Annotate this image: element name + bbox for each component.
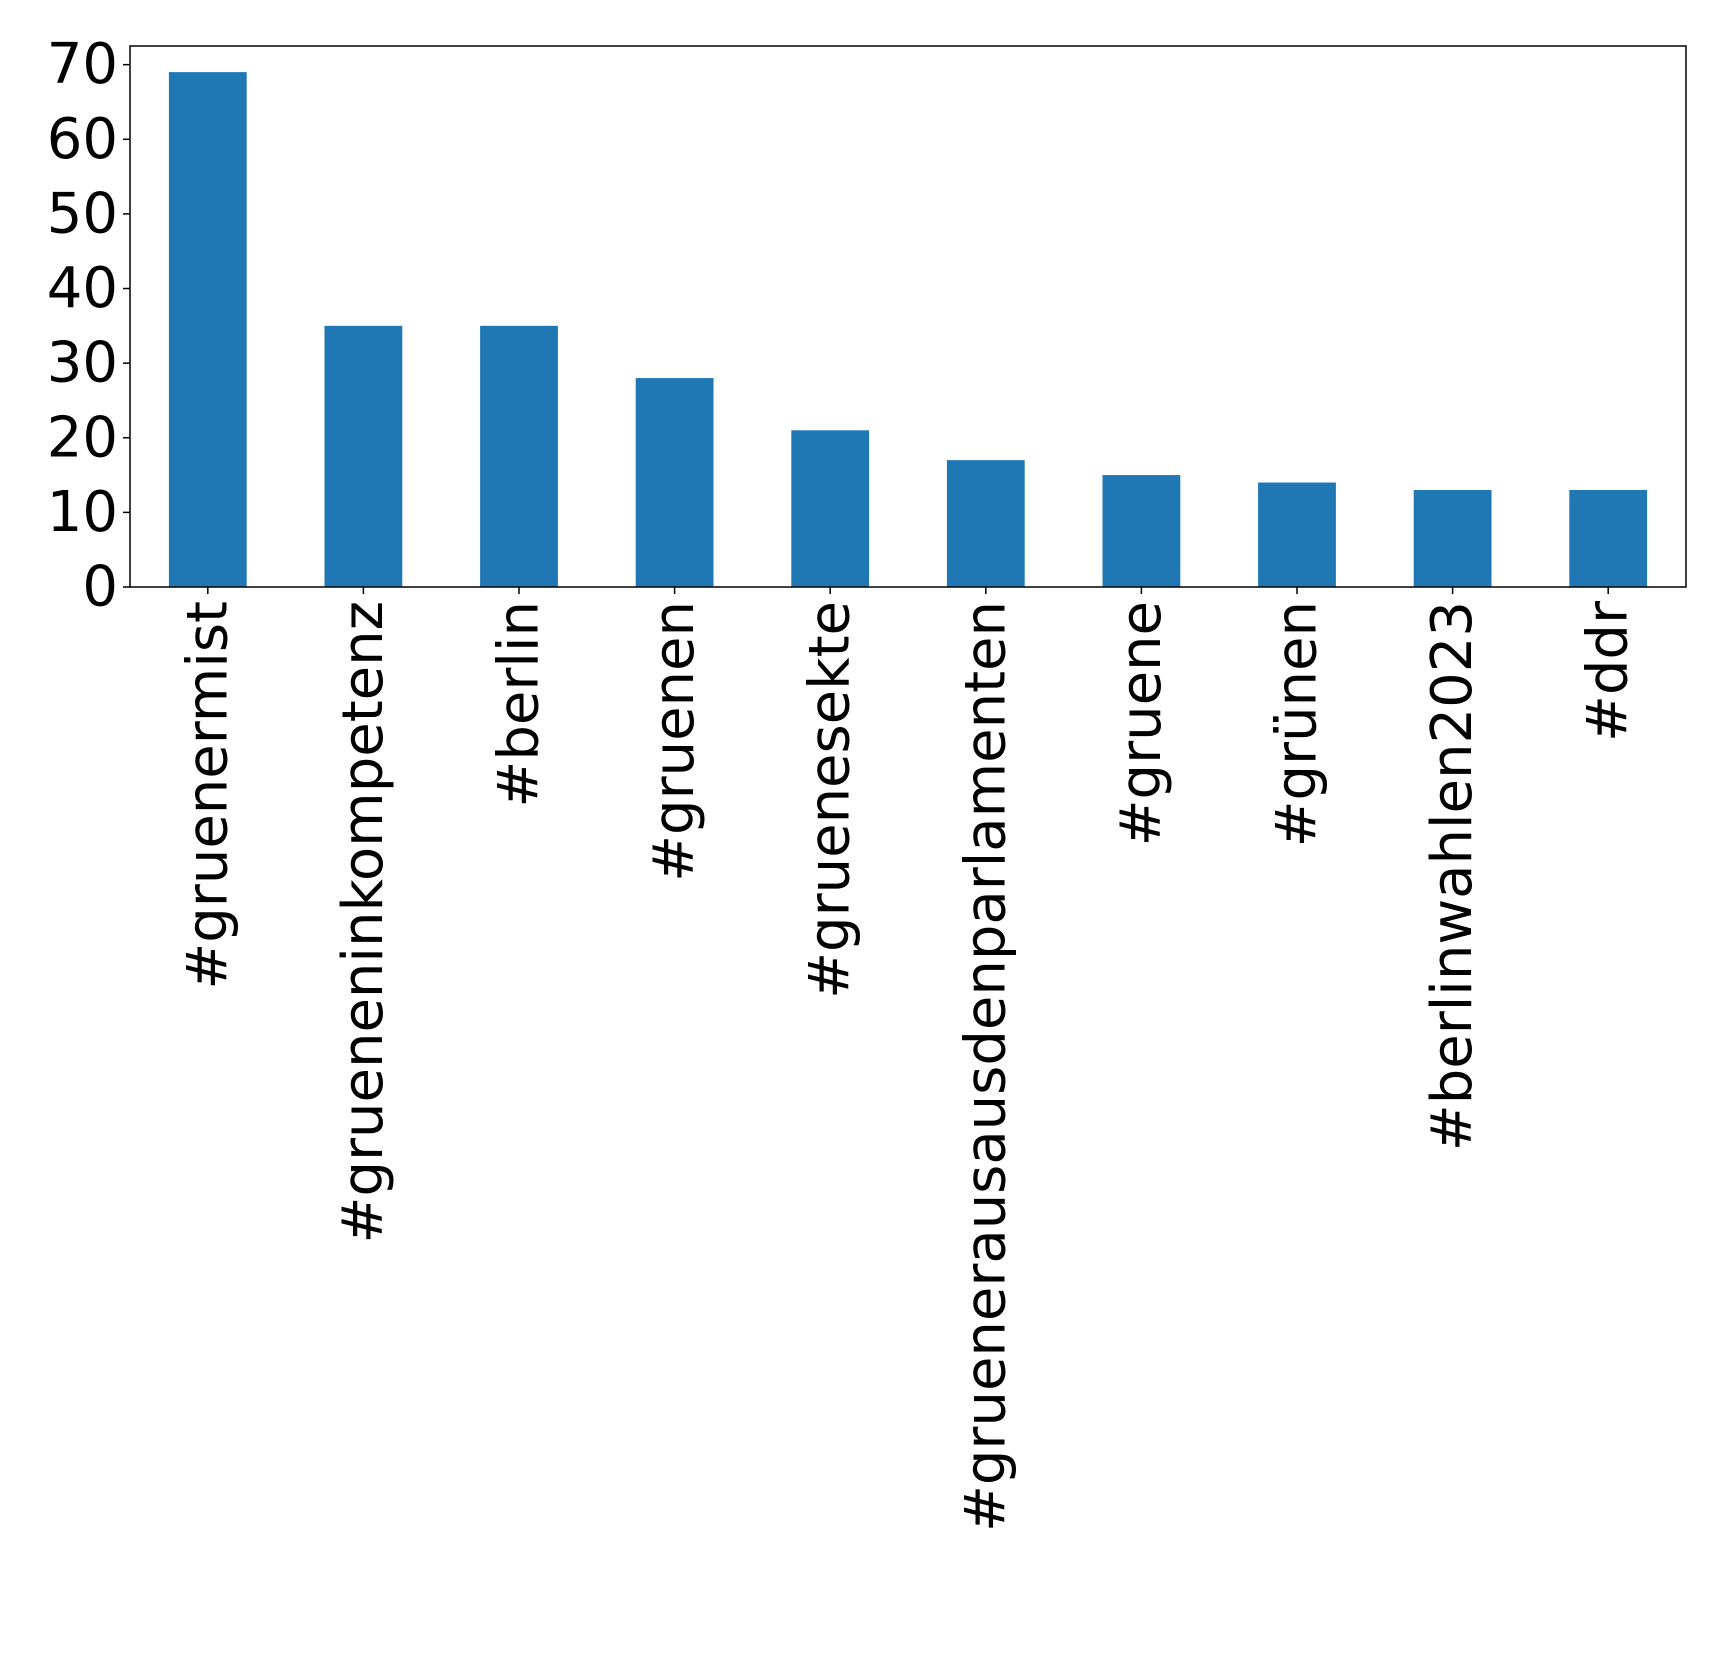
bar — [1258, 482, 1336, 587]
y-tick-label: 50 — [47, 181, 118, 246]
x-category-label: #grünen — [1265, 601, 1330, 847]
bar — [324, 325, 403, 587]
x-axis: #gruenermist #grueneninkompetenz #berlin #g… — [175, 587, 1641, 1532]
y-tick-label: 40 — [47, 256, 118, 321]
y-tick-label: 20 — [47, 405, 118, 470]
bar — [1413, 489, 1492, 587]
y-tick-label: 70 — [47, 32, 118, 97]
x-category-label: #berlinwahlen2023 — [1420, 601, 1485, 1151]
x-category-label: #ddr — [1576, 600, 1641, 742]
y-tick-label: 30 — [47, 331, 118, 396]
x-category-label: #gruenermist — [175, 601, 240, 990]
plot-area-frame — [129, 45, 1687, 588]
x-category-label: #berlin — [487, 601, 552, 808]
y-tick-label: 60 — [47, 107, 118, 172]
y-tick-label: 0 — [82, 555, 118, 620]
bar — [791, 430, 870, 587]
x-category-label: #grueneninkompetenz — [331, 601, 396, 1243]
bar — [168, 72, 247, 588]
x-category-label: #gruenerausausdenparlamenten — [953, 601, 1018, 1532]
bar — [1102, 475, 1181, 587]
y-axis: 0 10 20 30 40 50 60 70 — [47, 32, 130, 620]
bar — [635, 378, 714, 587]
bars-group — [168, 72, 1648, 588]
x-category-label: #gruenen — [642, 601, 707, 882]
y-tick-label: 10 — [47, 480, 118, 545]
x-category-label: #gruenesekte — [798, 601, 863, 999]
bar — [946, 460, 1025, 587]
bar — [1569, 489, 1648, 587]
bar — [480, 325, 558, 587]
x-category-label: #gruene — [1109, 601, 1174, 846]
